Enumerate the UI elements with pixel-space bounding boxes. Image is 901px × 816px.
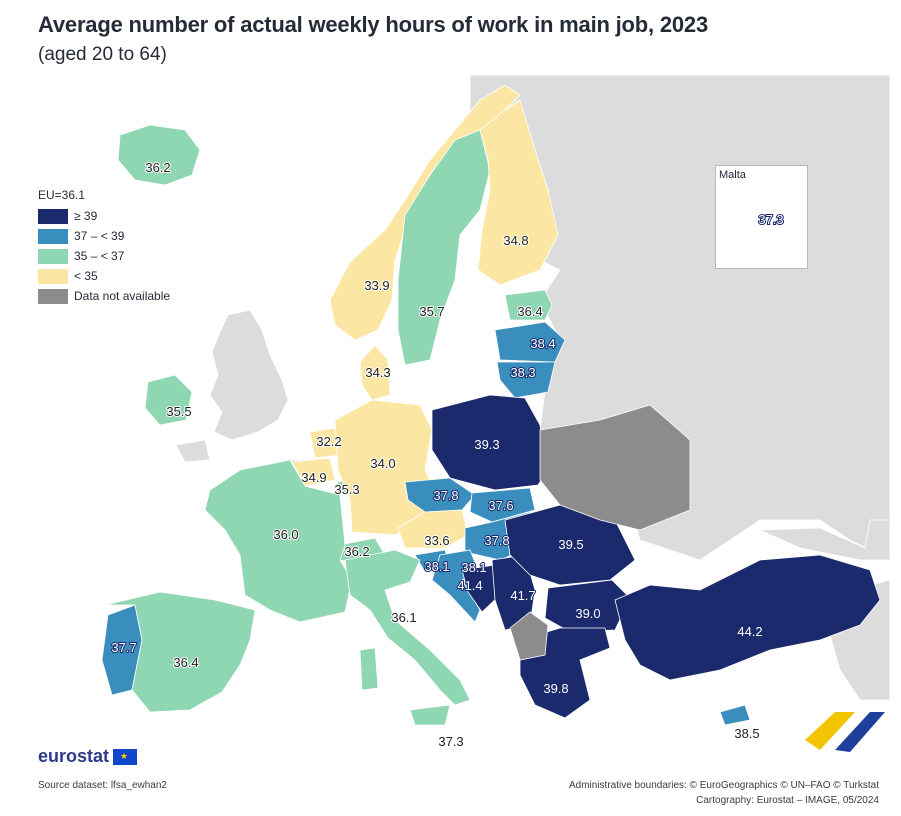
- country-denmark: [359, 344, 391, 401]
- legend-label: 35 – < 37: [74, 249, 125, 263]
- country-estonia: [504, 289, 553, 321]
- legend-label: < 35: [74, 269, 98, 283]
- legend-swatch: [38, 248, 68, 264]
- country-bulgaria: [544, 579, 631, 633]
- value-label-finland: 34.8: [503, 233, 528, 248]
- legend-item: ≥ 39: [38, 206, 170, 226]
- malta-inset-title: Malta: [719, 169, 746, 181]
- legend-item: 37 – < 39: [38, 226, 170, 246]
- country-spain: [104, 591, 256, 713]
- country-sicily: [409, 704, 451, 726]
- value-label-serbia: 41.7: [510, 588, 535, 603]
- legend-swatch: [38, 288, 68, 304]
- legend-swatch: [38, 228, 68, 244]
- country-sardinia: [359, 647, 379, 691]
- value-label-iceland: 36.2: [145, 160, 170, 175]
- value-labels: 36.2 33.9 35.7 34.8 36.4 38.4 38.3 34.3 35.5 32.2…: [110, 159, 763, 750]
- value-label-switzerland: 36.2: [344, 544, 369, 559]
- value-label-france: 36.0: [273, 527, 298, 542]
- value-label-romania: 39.5: [558, 537, 583, 552]
- value-label-netherlands: 32.2: [316, 434, 341, 449]
- value-label-slovenia: 38.1: [424, 559, 449, 574]
- boundaries-note: Administrative boundaries: © EuroGeograp…: [568, 780, 879, 791]
- value-label-bosnia-and-herzegovina: 41.4: [457, 578, 482, 593]
- country-france: [204, 459, 353, 623]
- value-label-denmark: 34.3: [365, 365, 390, 380]
- country-croatia: [431, 549, 481, 623]
- country-iceland: [117, 124, 201, 186]
- country-cyprus: [719, 704, 751, 726]
- value-label-italy: 36.1: [391, 610, 416, 625]
- eurostat-logo: eurostat: [38, 746, 138, 767]
- country-italy: [344, 549, 471, 706]
- value-label-austria: 33.6: [424, 533, 449, 548]
- eu-flag-icon: [113, 748, 138, 765]
- value-label-hungary: 37.8: [484, 533, 509, 548]
- malta-inset: Malta: [715, 165, 808, 269]
- value-label-t-rkiye: 44.2: [737, 624, 762, 639]
- country-ukraine-nodata: [539, 404, 691, 531]
- country-ireland: [144, 374, 193, 426]
- country-latvia: [494, 321, 566, 363]
- value-label-portugal: 37.7: [111, 640, 136, 655]
- value-label-sweden: 35.7: [419, 304, 444, 319]
- value-label-luxembourg: 35.3: [334, 482, 359, 497]
- eurostat-swoosh-yellow: [805, 712, 855, 750]
- source-note: Source dataset: lfsa_ewhan2: [38, 780, 167, 791]
- country-shapes: [101, 84, 881, 726]
- country-finland: [477, 99, 559, 286]
- legend-label: 37 – < 39: [74, 229, 125, 243]
- page-subtitle: (aged 20 to 64): [38, 44, 167, 65]
- legend-label: ≥ 39: [74, 209, 98, 223]
- legend-item: 35 – < 37: [38, 246, 170, 266]
- page-title: Average number of actual weekly hours of…: [38, 12, 709, 37]
- value-label-lithuania: 38.3: [510, 365, 535, 380]
- value-label-croatia: 38.1: [461, 560, 486, 575]
- value-label-poland: 39.3: [474, 437, 499, 452]
- country-lithuania: [496, 361, 556, 399]
- logo-text: eurostat: [38, 746, 110, 766]
- value-label-bulgaria: 39.0: [575, 606, 600, 621]
- legend-item: Data not available: [38, 286, 170, 306]
- country-turkiye: [614, 554, 881, 681]
- value-label-belgium: 34.9: [301, 470, 326, 485]
- value-label-czechia: 37.8: [433, 488, 458, 503]
- legend-item: < 35: [38, 266, 170, 286]
- value-label-greece: 39.8: [543, 681, 568, 696]
- legend-swatch: [38, 268, 68, 284]
- value-label-slovakia: 37.6: [488, 498, 513, 513]
- value-label-germany: 34.0: [370, 456, 395, 471]
- legend: EU=36.1 ≥ 39 37 – < 39 35 – < 37 < 35 Da…: [38, 188, 170, 306]
- cartography-note: Cartography: Eurostat – IMAGE, 05/2024: [696, 795, 879, 806]
- legend-label: Data not available: [74, 289, 171, 303]
- legend-title: EU=36.1: [38, 188, 86, 202]
- legend-swatch: [38, 208, 68, 224]
- value-label-estonia: 36.4: [517, 304, 542, 319]
- country-balkans-nodata: [509, 611, 549, 661]
- value-label-norway: 33.9: [364, 278, 389, 293]
- value-label-spain: 36.4: [173, 655, 198, 670]
- value-label-latvia: 38.4: [530, 336, 555, 351]
- country-bosnia: [461, 564, 501, 613]
- country-sweden: [397, 129, 491, 366]
- value-label-ireland: 35.5: [166, 404, 191, 419]
- value-label-cyprus: 38.5: [734, 726, 759, 741]
- eurostat-swoosh-blue: [835, 712, 885, 752]
- value-label-malta-south-label-: 37.3: [438, 734, 463, 749]
